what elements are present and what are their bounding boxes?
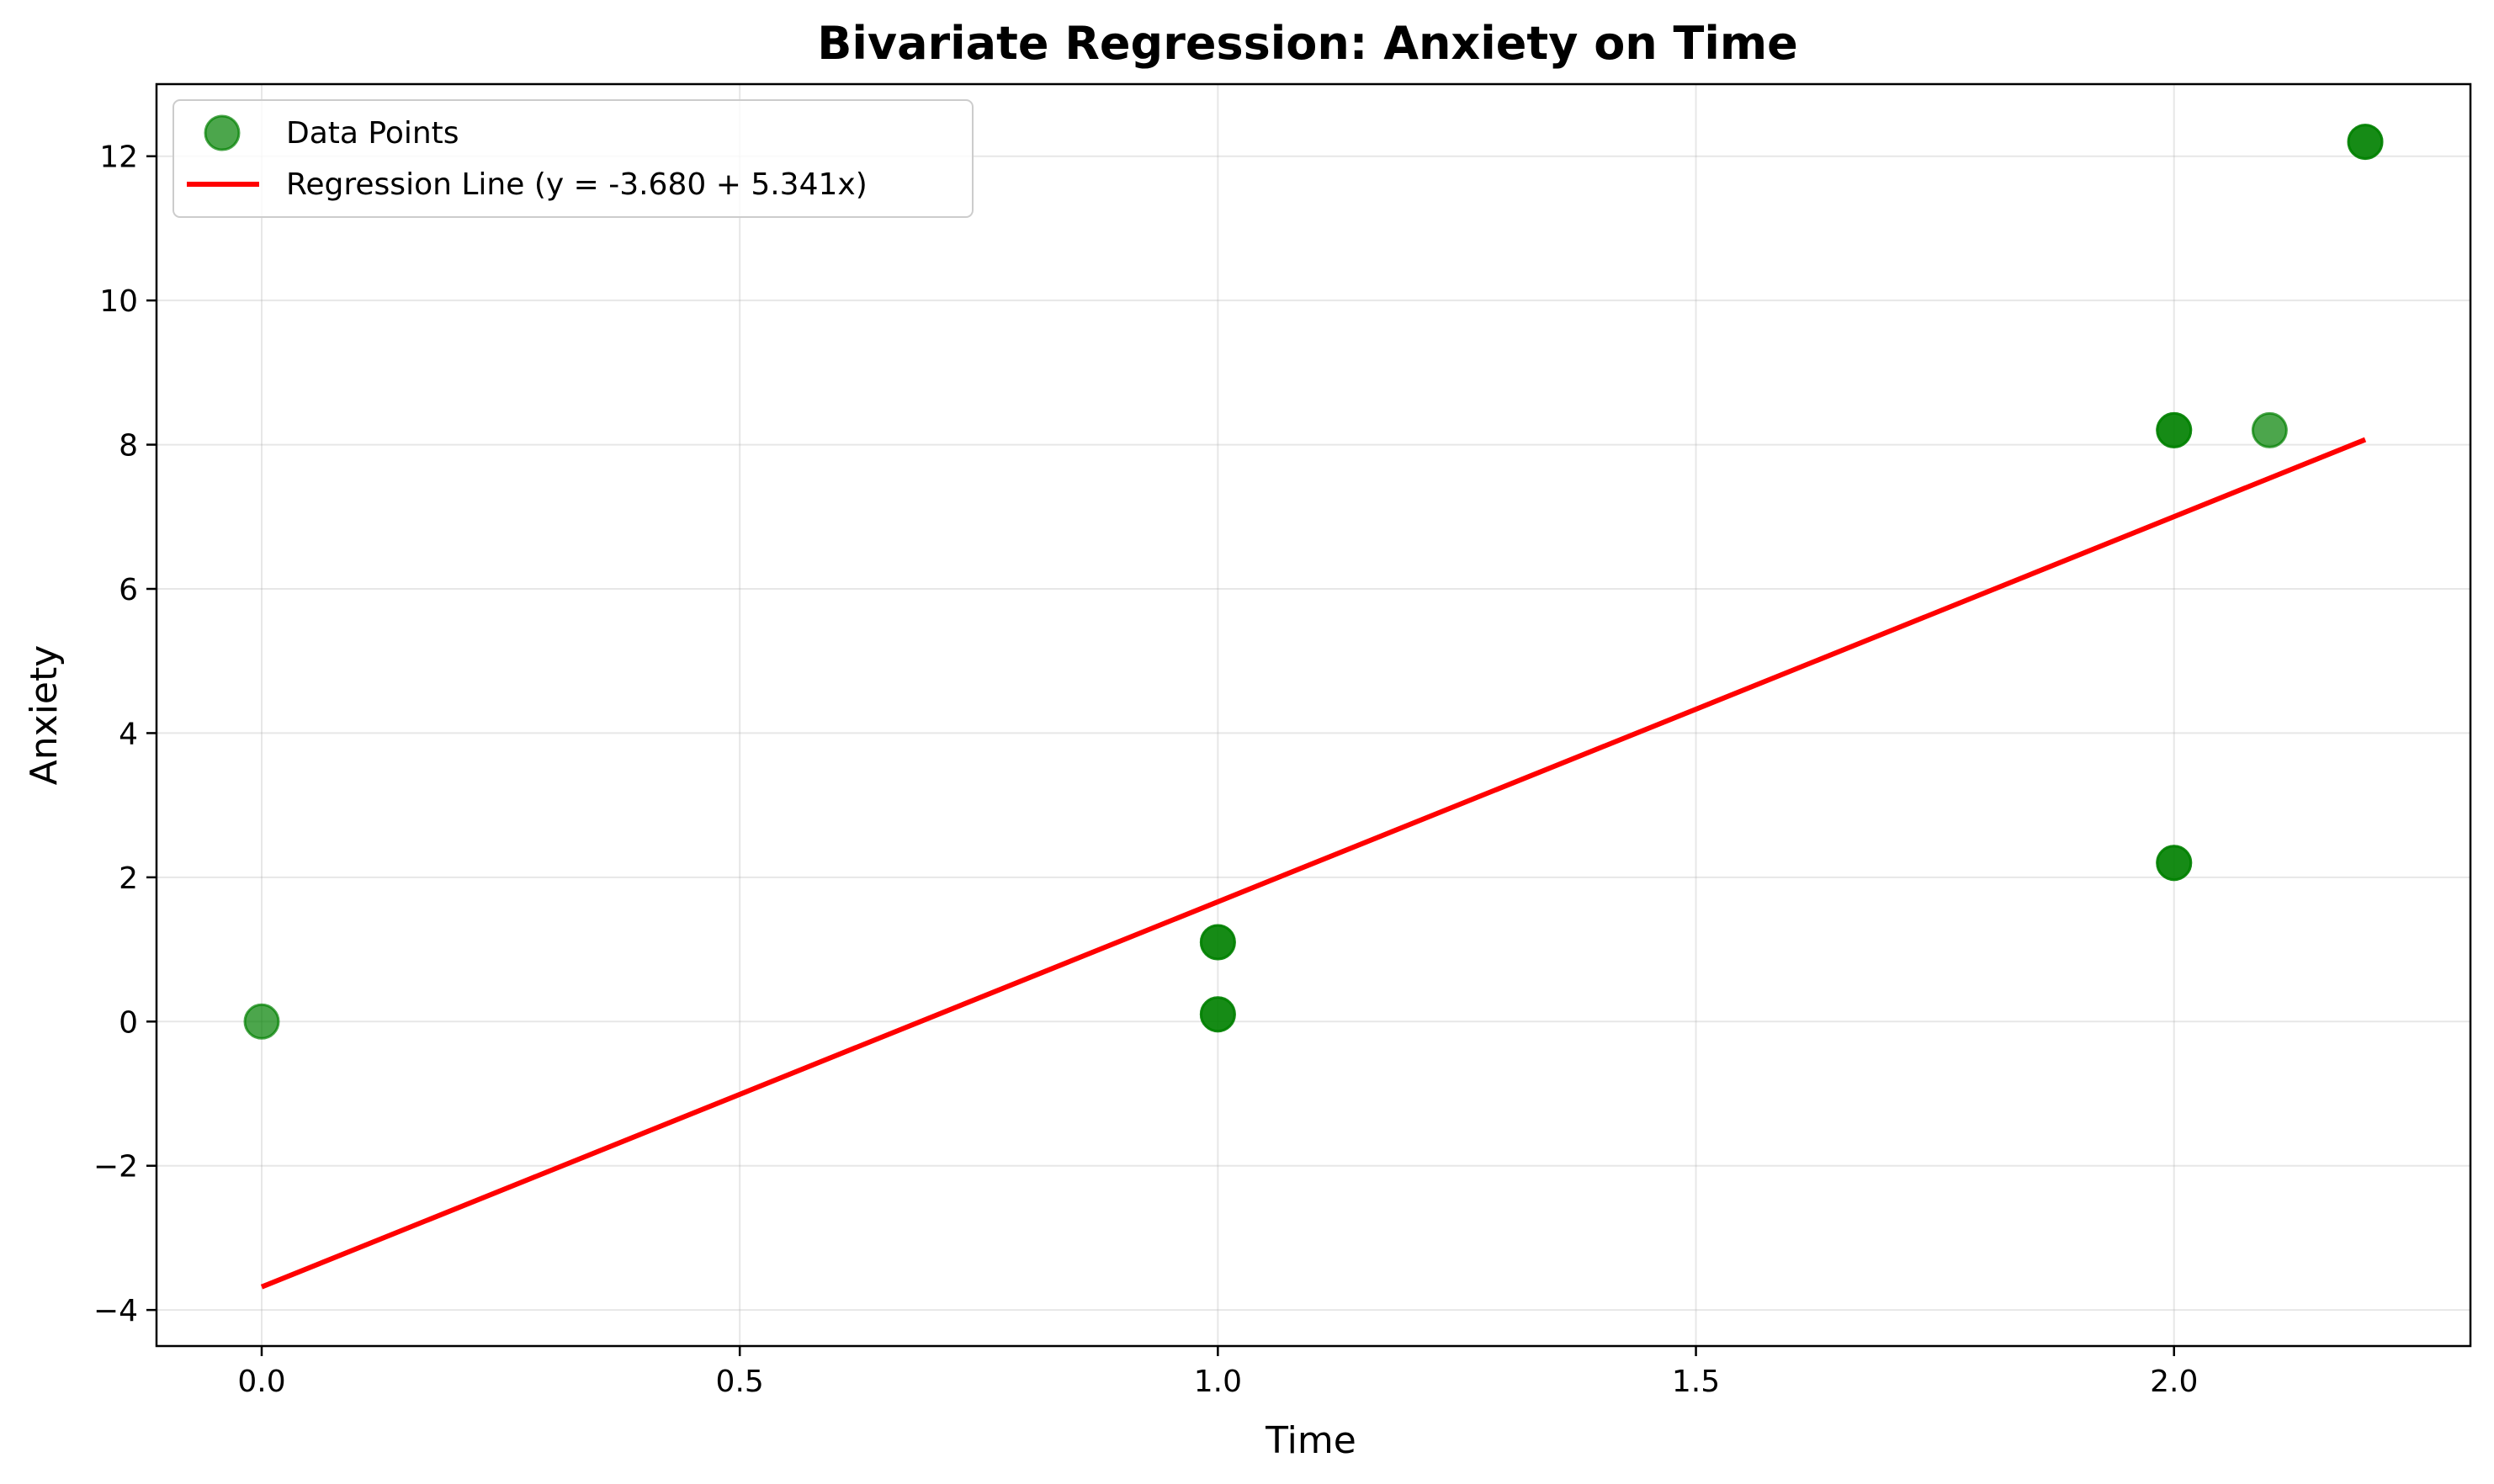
chart-title: Bivariate Regression: Anxiety on Time xyxy=(817,17,1798,70)
data-point xyxy=(2156,411,2193,448)
y-tick-label: 4 xyxy=(119,717,138,751)
data-point xyxy=(2251,411,2288,448)
legend-label-data-points: Data Points xyxy=(286,116,459,151)
grid xyxy=(157,84,2470,1346)
legend-label-regression-line: Regression Line (y = -3.680 + 5.341x) xyxy=(286,167,868,202)
data-points-layer xyxy=(243,124,2384,1040)
legend-marker-data-points xyxy=(204,114,241,151)
legend-box xyxy=(172,99,974,218)
y-axis-label: Anxiety xyxy=(23,645,66,786)
legend: Data Points Regression Line (y = -3.680 … xyxy=(172,99,974,218)
y-tick-label: 12 xyxy=(99,140,138,175)
x-tick-label: 0.5 xyxy=(716,1365,764,1399)
y-axis-ticks: −4 −2 0 2 4 6 8 10 12 xyxy=(93,140,157,1328)
data-point xyxy=(2347,124,2384,161)
y-tick-label: −4 xyxy=(93,1294,138,1328)
y-tick-label: 10 xyxy=(99,284,138,319)
data-point xyxy=(1199,924,1236,961)
plot-frame xyxy=(155,82,2472,1348)
y-tick-label: 2 xyxy=(119,861,138,896)
data-point xyxy=(243,1003,280,1040)
y-tick-label: 0 xyxy=(119,1005,138,1040)
x-tick-label: 0.0 xyxy=(237,1365,285,1399)
y-tick-label: 6 xyxy=(119,573,138,607)
x-axis-ticks: 0.0 0.5 1.0 1.5 2.0 xyxy=(237,1346,2198,1399)
data-point xyxy=(2156,845,2193,882)
x-tick-label: 1.0 xyxy=(1194,1365,1242,1399)
x-tick-label: 2.0 xyxy=(2150,1365,2198,1399)
x-tick-label: 1.5 xyxy=(1672,1365,1720,1399)
data-point xyxy=(1199,996,1236,1033)
y-tick-label: 8 xyxy=(119,429,138,464)
regression-line xyxy=(260,437,2367,1290)
regression-line-layer xyxy=(260,437,2367,1290)
y-tick-label: −2 xyxy=(93,1150,138,1185)
x-axis-label: Time xyxy=(1265,1419,1356,1462)
